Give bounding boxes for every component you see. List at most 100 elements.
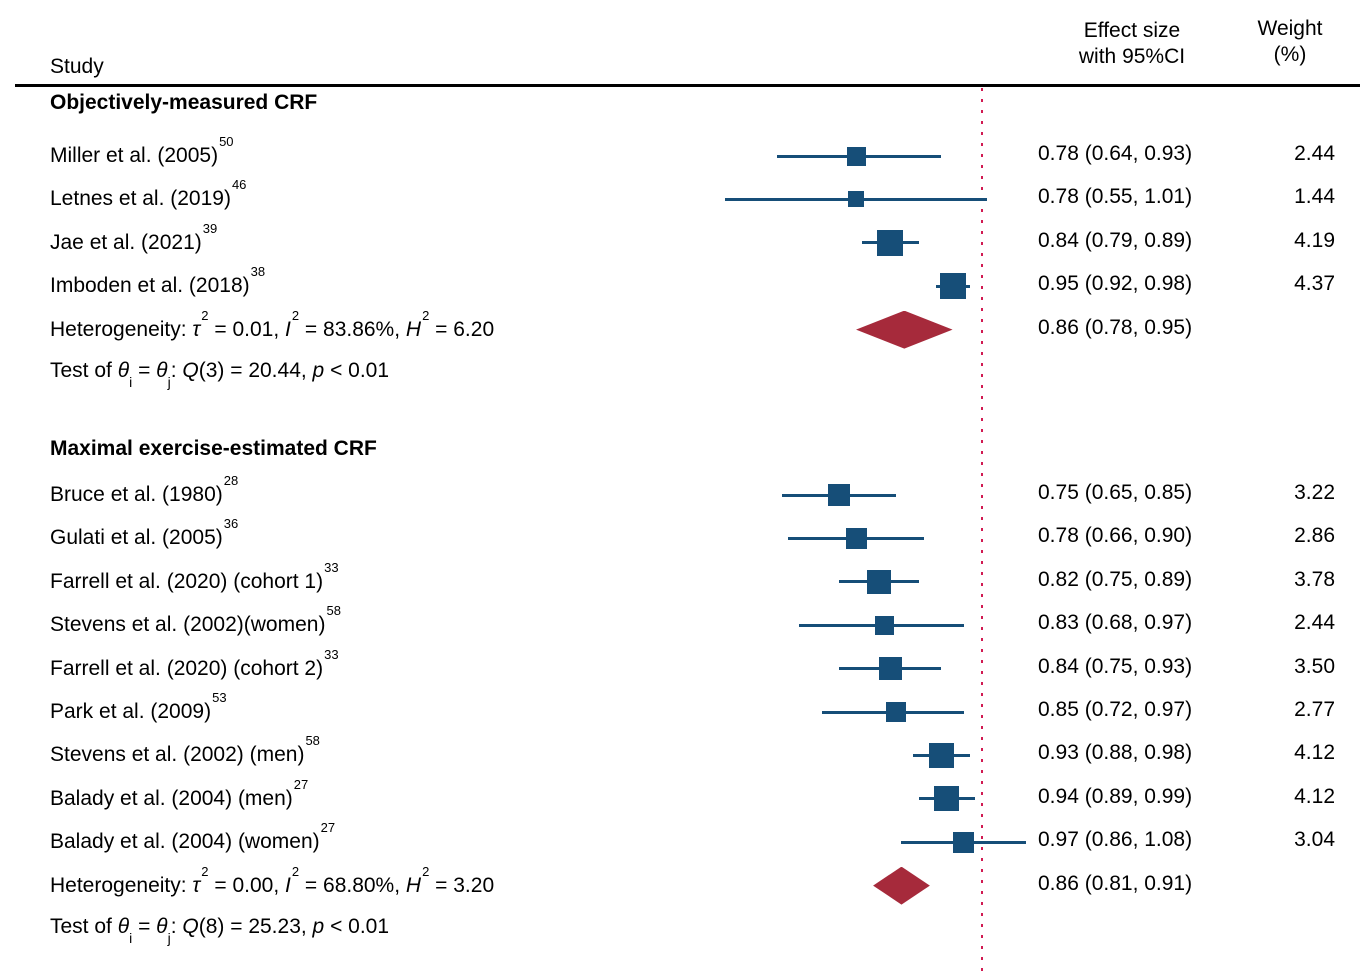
- study-label-text: Bruce et al. (1980)28: [50, 473, 239, 506]
- weight-text: 2.86: [1294, 524, 1335, 548]
- effect-size-text: 0.84 (0.79, 0.89): [1038, 228, 1193, 252]
- effect-size-header-line1: Effect size: [1083, 19, 1181, 42]
- study-ref-superscript: 50: [219, 134, 234, 149]
- effect-square: [878, 657, 902, 681]
- study-label: Letnes et al. (2019)46: [50, 177, 246, 211]
- study-label-text: Gulati et al. (2005)36: [50, 516, 239, 550]
- section-title-text: Objectively-measured CRF: [50, 91, 318, 114]
- heterogeneity-row: Heterogeneity: τ2 = 0.00, I2 = 68.80%, H…: [50, 863, 495, 898]
- section-title: Maximal exercise-estimated CRF: [50, 437, 377, 461]
- effect-size-text: 0.75 (0.65, 0.85): [1038, 481, 1193, 504]
- test-text: Test of θi = θj: Q(8) = 25.23, p < 0.01: [50, 915, 390, 947]
- weight-text: 3.22: [1294, 481, 1335, 504]
- effect-size-value: 0.83 (0.68, 0.97): [1038, 611, 1192, 635]
- study-label-text: Park et al. (2009)53: [50, 690, 227, 723]
- effect-size-value: 0.75 (0.65, 0.85): [1038, 481, 1192, 505]
- pooled-effect-size-text: 0.86 (0.81, 0.91): [1038, 871, 1193, 895]
- effect-square: [928, 742, 954, 768]
- study-label: Miller et al. (2005)50: [50, 134, 234, 168]
- study-label-text: Jae et al. (2021)39: [50, 220, 218, 254]
- study-ref-superscript: 27: [293, 776, 309, 792]
- effect-size-text: 0.93 (0.88, 0.98): [1038, 741, 1193, 765]
- study-column-header: Study: [50, 55, 104, 78]
- study-label-text: Farrell et al. (2020) (cohort 1)33: [50, 559, 339, 593]
- study-label-text: Stevens et al. (2002)(women)58: [50, 603, 341, 637]
- study-ref-superscript: 36: [223, 516, 239, 532]
- heterogeneity-text: Heterogeneity: τ2 = 0.01, I2 = 83.86%, H…: [50, 307, 495, 341]
- effect-size-text: 0.94 (0.89, 0.99): [1038, 784, 1193, 808]
- effect-size-value: 0.78 (0.55, 1.01): [1038, 185, 1192, 209]
- weight-column-header: Weight (%): [1200, 16, 1368, 68]
- effect-size-value: 0.84 (0.75, 0.93): [1038, 655, 1192, 679]
- study-label: Park et al. (2009)53: [50, 690, 227, 724]
- effect-size-value: 0.82 (0.75, 0.89): [1038, 568, 1192, 592]
- study-ref-superscript: 38: [250, 264, 266, 280]
- effect-size-text: 0.95 (0.92, 0.98): [1038, 272, 1193, 296]
- weight-header-line1: Weight: [1257, 17, 1323, 40]
- effect-square: [877, 229, 904, 256]
- weight-text: 3.04: [1294, 828, 1335, 852]
- effect-square: [934, 786, 960, 812]
- study-label: Imboden et al. (2018)38: [50, 264, 266, 298]
- effect-square: [866, 569, 891, 594]
- effect-size-value: 0.78 (0.66, 0.90): [1038, 524, 1192, 548]
- heterogeneity-row: Heterogeneity: τ2 = 0.01, I2 = 83.86%, H…: [50, 307, 495, 342]
- effect-square: [845, 527, 867, 549]
- study-label: Stevens et al. (2002) (men)58: [50, 733, 320, 767]
- heterogeneity-text: Heterogeneity: τ2 = 0.00, I2 = 68.80%, H…: [50, 863, 495, 897]
- weight-text: 3.78: [1294, 567, 1335, 591]
- effect-size-text: 0.82 (0.75, 0.89): [1038, 567, 1193, 591]
- effect-square: [874, 615, 894, 635]
- effect-size-text: 0.84 (0.75, 0.93): [1038, 654, 1193, 678]
- effect-size-header-line2: with 95%CI: [1078, 45, 1186, 68]
- effect-square: [885, 702, 906, 722]
- study-ref-superscript: 39: [202, 220, 218, 236]
- effect-size-value: 0.95 (0.92, 0.98): [1038, 272, 1192, 296]
- study-ref-superscript: 33: [324, 559, 339, 575]
- test-text: Test of θi = θj: Q(3) = 20.44, p < 0.01: [50, 359, 390, 391]
- study-label: Stevens et al. (2002)(women)58: [50, 603, 341, 637]
- effect-size-value: 0.93 (0.88, 0.98): [1038, 741, 1192, 765]
- effect-square: [846, 146, 866, 166]
- weight-text: 4.37: [1294, 272, 1335, 296]
- study-label: Farrell et al. (2020) (cohort 2)33: [50, 647, 339, 681]
- study-label: Balady et al. (2004) (men)27: [50, 776, 309, 811]
- study-label: Farrell et al. (2020) (cohort 1)33: [50, 559, 339, 594]
- effect-square: [848, 191, 865, 208]
- effect-square: [828, 484, 850, 506]
- study-label: Gulati et al. (2005)36: [50, 516, 239, 550]
- pooled-effect-size-value: 0.86 (0.81, 0.91): [1038, 872, 1192, 896]
- reference-line: [981, 88, 983, 976]
- pooled-effect-size-value: 0.86 (0.78, 0.95): [1038, 316, 1192, 340]
- effect-size-value: 0.97 (0.86, 1.08): [1038, 828, 1192, 852]
- study-label-text: Balady et al. (2004) (men)27: [50, 776, 309, 810]
- weight-text: 2.44: [1294, 142, 1335, 165]
- study-label: Jae et al. (2021)39: [50, 220, 218, 255]
- study-label: Balady et al. (2004) (women)27: [50, 820, 335, 854]
- effect-size-column-header: Effect size with 95%CI: [1027, 18, 1237, 70]
- weight-text: 4.12: [1294, 784, 1335, 808]
- effect-size-value: 0.84 (0.79, 0.89): [1038, 229, 1192, 253]
- weight-text: 4.19: [1294, 228, 1335, 252]
- effect-size-value: 0.78 (0.64, 0.93): [1038, 142, 1192, 166]
- effect-size-text: 0.78 (0.66, 0.90): [1038, 524, 1193, 548]
- effect-size-value: 0.94 (0.89, 0.99): [1038, 785, 1192, 809]
- study-ref-superscript: 58: [326, 603, 341, 619]
- test-row: Test of θi = θj: Q(3) = 20.44, p < 0.01: [50, 359, 390, 391]
- study-label-text: Imboden et al. (2018)38: [50, 264, 266, 298]
- section-title: Objectively-measured CRF: [50, 91, 317, 115]
- study-ref-superscript: 28: [223, 473, 239, 488]
- effect-size-text: 0.83 (0.68, 0.97): [1038, 611, 1193, 635]
- study-ref-superscript: 27: [320, 820, 336, 836]
- study-ref-superscript: 53: [212, 690, 227, 705]
- effect-square: [953, 831, 975, 853]
- study-ref-superscript: 46: [231, 177, 247, 193]
- effect-size-text: 0.78 (0.64, 0.93): [1038, 142, 1193, 165]
- weight-text: 2.77: [1294, 698, 1335, 721]
- study-label: Bruce et al. (1980)28: [50, 473, 239, 507]
- study-label-text: Stevens et al. (2002) (men)58: [50, 733, 320, 767]
- study-ref-superscript: 33: [324, 646, 339, 662]
- effect-size-value: 0.85 (0.72, 0.97): [1038, 698, 1192, 722]
- pooled-diamond: [856, 310, 953, 349]
